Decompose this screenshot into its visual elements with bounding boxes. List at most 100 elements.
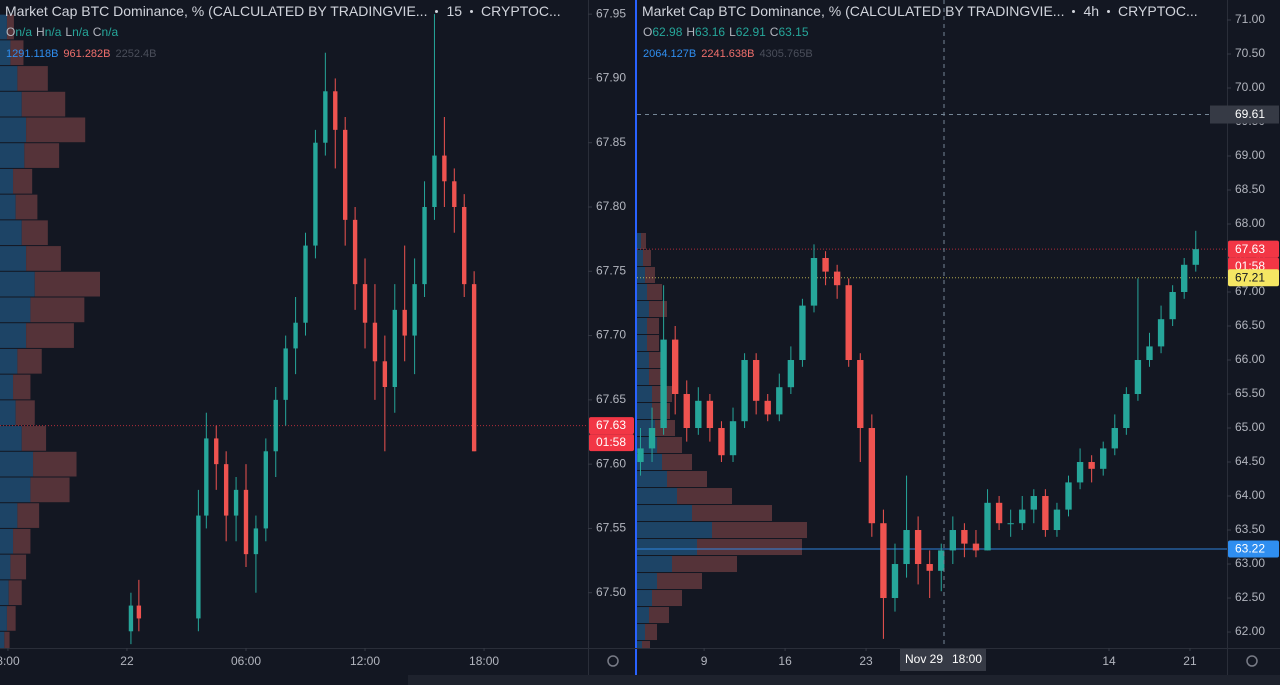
candle-body <box>1019 509 1026 524</box>
profile-down <box>30 477 70 503</box>
y-tick-label: 67.85 <box>596 135 626 149</box>
candle-body <box>938 550 945 571</box>
profile-up <box>0 451 34 477</box>
volume-label: 2064.127B <box>643 48 697 60</box>
y-tick-label: 67.60 <box>596 456 626 470</box>
profile-down <box>24 143 60 168</box>
price-label-box <box>1228 269 1279 287</box>
profile-down <box>30 297 85 323</box>
pane <box>637 230 1227 648</box>
candle-body <box>752 360 760 401</box>
settings-button[interactable] <box>607 655 619 667</box>
ohlc-item: C 63.15 <box>770 25 809 39</box>
y-tick-label: 67.95 <box>596 6 626 20</box>
candle-body <box>764 400 771 415</box>
separator <box>1072 9 1076 13</box>
candle-body <box>372 322 378 362</box>
profile-down <box>647 318 659 335</box>
candle-body <box>799 305 806 361</box>
x-tick-label: 16 <box>778 654 792 668</box>
profile-up <box>637 369 649 386</box>
candle-body <box>706 400 714 429</box>
profile-down <box>662 454 692 471</box>
settings-button[interactable] <box>1246 655 1258 667</box>
profile-up <box>637 284 647 301</box>
ohlc-key: C <box>769 25 779 39</box>
profile-up <box>637 233 641 250</box>
profile-down <box>17 348 42 374</box>
y-tick-label: 67.55 <box>596 521 626 535</box>
candle-body <box>471 284 477 452</box>
ohlc-item: L 62.91 <box>729 25 766 39</box>
y-tick-label: 69.00 <box>1235 148 1265 162</box>
profile-down <box>21 91 66 117</box>
profile-down <box>10 40 24 66</box>
profile-down <box>26 323 74 348</box>
profile-down <box>645 267 655 284</box>
candle-body <box>1030 496 1037 510</box>
x-tick-label: 21 <box>1183 654 1197 668</box>
profile-up <box>0 297 31 323</box>
candle-body <box>903 530 910 565</box>
profile-up <box>637 403 652 420</box>
y-tick-label: 66.00 <box>1235 352 1265 366</box>
candle-body <box>1123 394 1130 429</box>
profile-up <box>0 220 22 246</box>
profile-up <box>637 488 677 505</box>
source: CRYPTOC... <box>481 3 561 19</box>
profile-up <box>637 607 649 624</box>
profile-down <box>641 233 646 250</box>
profile-up <box>0 40 11 66</box>
profile-down <box>26 246 61 271</box>
candle-body <box>128 605 134 632</box>
y-tick-label: 62.50 <box>1235 590 1265 604</box>
profile-up <box>0 194 16 220</box>
ohlc-item: O 62.98 <box>643 25 682 39</box>
profile-down <box>672 556 737 573</box>
ohlc-value: 62.98 <box>652 25 683 39</box>
candle-body <box>822 258 829 272</box>
price-label: 67.21 <box>1235 270 1265 284</box>
profile-down <box>13 168 33 194</box>
source: CRYPTOC... <box>1118 3 1198 19</box>
y-tick-label: 67.80 <box>596 199 626 213</box>
profile-up <box>637 386 652 403</box>
candle-body <box>462 207 467 285</box>
y-tick-label: 67.70 <box>596 328 626 342</box>
ohlc-key: L <box>65 25 73 39</box>
profile-down <box>26 117 86 143</box>
profile-down <box>649 369 664 386</box>
ohlc-value: 63.15 <box>778 25 809 39</box>
ohlc-value: n/a <box>101 25 119 39</box>
profile-down <box>15 194 38 220</box>
profile-down <box>17 503 40 528</box>
ohlc-value: 63.16 <box>695 25 726 39</box>
profile-down <box>647 284 662 301</box>
crosshair-price-box <box>1210 105 1279 124</box>
profile-down <box>4 631 10 648</box>
profile-down <box>667 471 707 488</box>
profile-down <box>15 400 35 426</box>
price-label: 67.63 <box>1235 242 1265 256</box>
candle-body <box>695 400 702 429</box>
crosshair-date: Nov 29 <box>905 652 943 666</box>
candle-body <box>1111 428 1118 449</box>
candle-body <box>196 515 201 619</box>
ohlc-key: O <box>643 25 653 39</box>
candle-body <box>1192 249 1199 265</box>
profile-up <box>637 267 645 284</box>
profile-down <box>657 437 682 454</box>
candle-body <box>741 360 748 422</box>
profile-down <box>10 554 27 580</box>
profile-up <box>0 117 27 143</box>
y-tick-label: 65.50 <box>1235 386 1265 400</box>
profile-up <box>0 348 18 374</box>
bottom-toolbar[interactable] <box>408 675 1280 685</box>
y-tick-label: 63.00 <box>1235 556 1265 570</box>
profile-up <box>637 301 649 318</box>
candle-body <box>313 142 318 246</box>
x-tick-label: 23 <box>859 654 873 668</box>
profile-up <box>637 471 667 488</box>
